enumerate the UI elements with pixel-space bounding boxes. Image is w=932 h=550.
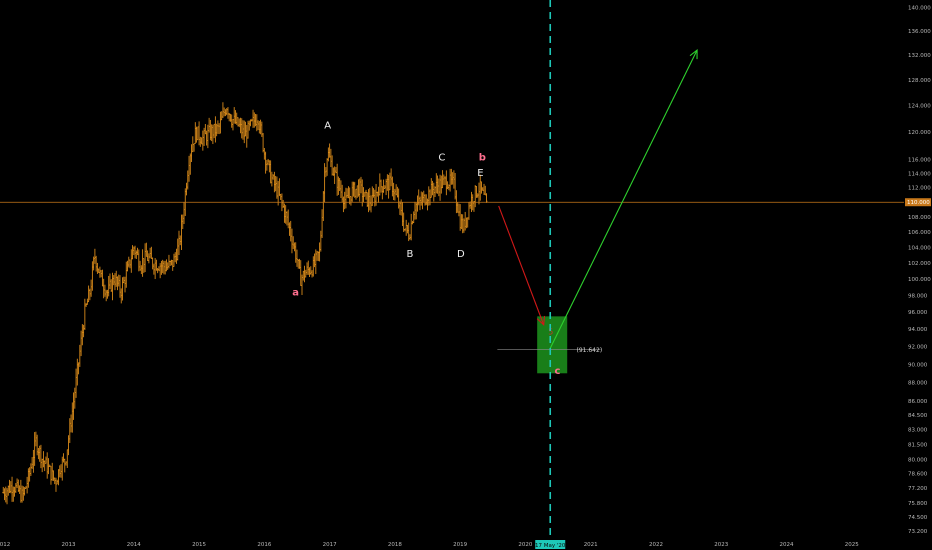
wave-label-a: a [292, 288, 299, 299]
time-tick-label: 2024 [780, 542, 794, 548]
wave-label-C: C [438, 153, 445, 164]
cursor-line: 17 May '20 [535, 0, 566, 549]
price-tick-label: 94.000 [908, 327, 928, 333]
price-tick-label: 140.000 [908, 5, 931, 11]
down-arrow-shaft [498, 205, 545, 326]
price-tick-label: 92.000 [908, 345, 928, 351]
wave-label-B: B [406, 249, 413, 260]
price-tick-label: 114.000 [908, 171, 931, 177]
price-tick-label: 98.000 [908, 294, 928, 300]
projection-arrows [498, 48, 698, 349]
down-arrow-head [536, 315, 546, 327]
price-tick-label: 104.000 [908, 246, 931, 252]
price-tick-label: 88.000 [908, 380, 928, 386]
price-tick-label: 73.200 [908, 529, 928, 535]
wave-labels: a A B C D Eb c [292, 121, 560, 378]
wave-label-c: c [554, 366, 560, 377]
price-tick-label: 106.000 [908, 230, 931, 236]
time-axis-labels: 2012 2013 2014 2015 2016 2017 2018 2019 2020 2021… [0, 542, 859, 548]
cursor-date-label: 17 May '20 [535, 543, 566, 549]
price-tick-label: 108.000 [908, 215, 931, 221]
price-tick-label: 74.500 [908, 515, 928, 521]
current-price-marker: 110.000 [0, 198, 931, 207]
price-tick-label: 75.800 [908, 501, 928, 507]
time-tick-label: 2016 [257, 542, 271, 548]
time-tick-label: 2012 [0, 542, 10, 548]
price-tick-label: 96.000 [908, 310, 928, 316]
wave-label-E: E [477, 168, 483, 179]
target-level-label: (91.642) [576, 347, 602, 354]
time-tick-label: 2015 [192, 542, 206, 548]
time-tick-label: 2022 [649, 542, 663, 548]
time-tick-label: 2018 [388, 542, 402, 548]
target-level-marker: (91.642) [497, 347, 602, 354]
price-tick-label: 84.500 [908, 413, 928, 419]
price-tick-label: 78.600 [908, 472, 928, 478]
price-bars [2, 102, 488, 505]
up-arrow-head [689, 48, 698, 60]
time-tick-label: 2021 [584, 542, 598, 548]
cursor-date-tag [535, 540, 566, 549]
price-axis-labels: 140.000 136.000 132.000 128.000 124.000 120.0… [908, 5, 931, 535]
price-tick-label: 132.000 [908, 53, 931, 59]
up-arrow-shaft [549, 49, 698, 349]
price-tick-label: 100.000 [908, 277, 931, 283]
time-tick-label: 2019 [453, 542, 467, 548]
wave-label-b: b [479, 153, 486, 164]
price-tick-label: 102.000 [908, 261, 931, 267]
wave-label-D: D [457, 249, 465, 260]
price-tick-label: 116.000 [908, 157, 931, 163]
time-tick-label: 2013 [62, 542, 76, 548]
current-price-tag [905, 198, 931, 207]
price-tick-label: 128.000 [908, 78, 931, 84]
price-tick-label: 77.200 [908, 486, 928, 492]
price-tick-label: 86.000 [908, 399, 928, 405]
time-tick-label: 2020 [518, 542, 532, 548]
price-tick-label: 120.000 [908, 130, 931, 136]
time-tick-label: 2014 [127, 542, 141, 548]
price-tick-label: 136.000 [908, 29, 931, 35]
target-zone-inner-label: 5 [548, 327, 553, 336]
price-tick-label: 81.500 [908, 442, 928, 448]
price-tick-label: 83.000 [908, 428, 928, 434]
price-tick-label: 112.000 [908, 186, 931, 192]
wave-label-A: A [324, 121, 331, 132]
price-tick-label: 90.000 [908, 362, 928, 368]
price-tick-label: 80.000 [908, 457, 928, 463]
time-tick-label: 2017 [323, 542, 337, 548]
time-tick-label: 2025 [845, 542, 859, 548]
time-tick-label: 2023 [714, 542, 728, 548]
price-tick-label: 124.000 [908, 103, 931, 109]
current-price-label: 110.000 [907, 200, 930, 206]
